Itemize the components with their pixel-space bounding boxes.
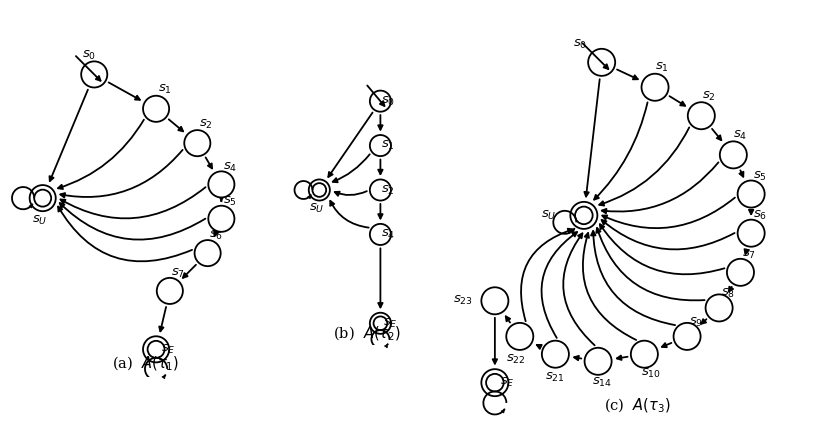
Text: $s_U$: $s_U$ [541, 209, 556, 222]
Text: $s_6$: $s_6$ [753, 209, 767, 222]
Circle shape [370, 313, 391, 334]
Circle shape [720, 142, 747, 168]
Circle shape [674, 323, 701, 350]
Text: (a)  $A(\tau_1)$: (a) $A(\tau_1)$ [112, 355, 179, 373]
Text: $s_2$: $s_2$ [382, 183, 395, 197]
Text: $s_0$: $s_0$ [573, 38, 587, 51]
Circle shape [184, 130, 211, 156]
Text: $s_U$: $s_U$ [32, 214, 47, 227]
Circle shape [631, 341, 658, 368]
Circle shape [727, 259, 754, 286]
Text: $s_1$: $s_1$ [656, 61, 669, 74]
Text: $s_2$: $s_2$ [701, 89, 716, 103]
Text: $s_4$: $s_4$ [381, 228, 396, 241]
Circle shape [195, 240, 221, 266]
Circle shape [641, 74, 669, 101]
Circle shape [541, 341, 569, 368]
Text: $s_{23}$: $s_{23}$ [453, 294, 473, 307]
Circle shape [370, 91, 391, 112]
Circle shape [143, 96, 169, 122]
Circle shape [506, 323, 533, 350]
Circle shape [737, 181, 765, 207]
Text: $s_{10}$: $s_{10}$ [641, 367, 661, 380]
Text: $s_1$: $s_1$ [157, 83, 172, 97]
Text: $s_7$: $s_7$ [172, 267, 186, 280]
Circle shape [688, 102, 715, 129]
Text: $s_5$: $s_5$ [753, 170, 767, 183]
Text: $s_5$: $s_5$ [223, 195, 237, 208]
Text: (c)  $A(\tau_3)$: (c) $A(\tau_3)$ [604, 396, 671, 415]
Text: $s_1$: $s_1$ [382, 139, 395, 152]
Circle shape [571, 202, 597, 229]
Text: $s_{14}$: $s_{14}$ [591, 376, 611, 389]
Text: $s_E$: $s_E$ [161, 343, 176, 356]
Text: $s_0$: $s_0$ [382, 95, 395, 108]
Text: $s_2$: $s_2$ [199, 118, 212, 131]
Circle shape [737, 220, 765, 247]
Circle shape [585, 348, 611, 375]
Text: (b)  $A(\tau_2)$: (b) $A(\tau_2)$ [332, 324, 401, 343]
Circle shape [30, 185, 56, 211]
Circle shape [208, 206, 234, 232]
Text: $s_{21}$: $s_{21}$ [546, 371, 566, 384]
Circle shape [143, 336, 169, 362]
Text: $s_U$: $s_U$ [309, 202, 324, 214]
Circle shape [208, 171, 234, 198]
Text: $s_9$: $s_9$ [689, 316, 703, 329]
Circle shape [309, 179, 330, 201]
Circle shape [481, 287, 508, 314]
Circle shape [481, 369, 508, 396]
Circle shape [370, 135, 391, 156]
Text: $s_{22}$: $s_{22}$ [506, 353, 526, 366]
Circle shape [81, 61, 107, 88]
Circle shape [706, 295, 733, 321]
Text: $s_6$: $s_6$ [209, 229, 223, 243]
Circle shape [370, 224, 391, 245]
Text: $s_E$: $s_E$ [382, 317, 397, 330]
Circle shape [157, 278, 183, 304]
Text: $s_4$: $s_4$ [223, 161, 237, 174]
Text: $s_0$: $s_0$ [82, 49, 96, 62]
Circle shape [588, 49, 616, 76]
Text: $s_E$: $s_E$ [500, 376, 515, 389]
Text: $s_7$: $s_7$ [742, 248, 756, 261]
Circle shape [370, 179, 391, 201]
Text: $s_4$: $s_4$ [733, 129, 747, 142]
Text: $s_8$: $s_8$ [721, 287, 735, 300]
